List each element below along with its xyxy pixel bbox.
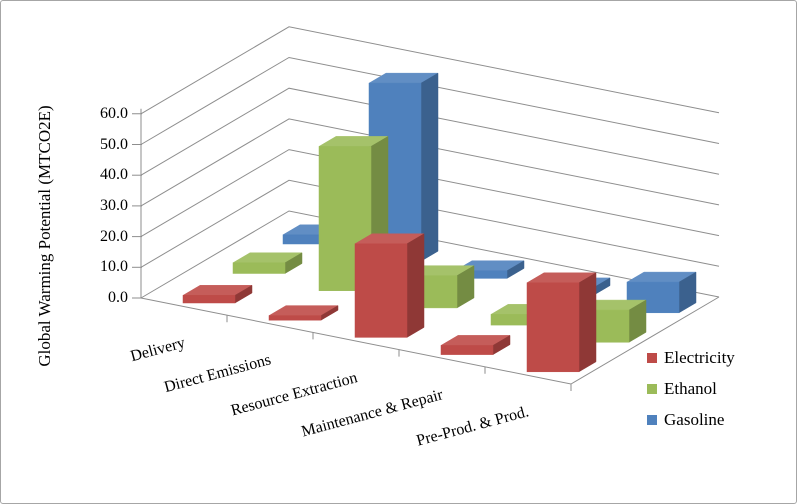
- y-axis-tick-label: 30.0: [100, 196, 128, 214]
- bar-electricity-1: [268, 305, 339, 321]
- bar-ethanol-0: [232, 252, 303, 274]
- bar-electricity-2: [354, 233, 425, 338]
- legend-label: Gasoline: [664, 410, 725, 429]
- legend-label: Electricity: [664, 348, 735, 367]
- legend-item-ethanol: Ethanol: [647, 379, 735, 399]
- value-axis: [132, 108, 142, 299]
- legend-item-electricity: Electricity: [647, 348, 735, 368]
- bar-series-electricity: [182, 233, 597, 373]
- bar-electricity-3: [440, 334, 511, 356]
- y-axis-tick-label: 10.0: [100, 258, 128, 276]
- bar-series-ethanol: [232, 135, 647, 343]
- y-axis-title: Global Warming Potential (MTCO2E): [35, 105, 54, 367]
- legend: Electricity Ethanol Gasoline: [647, 348, 735, 441]
- y-axis-tick-label: 40.0: [100, 166, 128, 184]
- bar-electricity-0: [182, 284, 253, 304]
- y-axis-tick-label: 50.0: [100, 135, 128, 153]
- gridlines: [140, 26, 720, 268]
- legend-label: Ethanol: [664, 379, 717, 398]
- legend-swatch-electricity: [647, 353, 657, 363]
- y-axis-tick-label: 20.0: [100, 227, 128, 245]
- legend-swatch-ethanol: [647, 384, 657, 394]
- y-axis-tick-label: 0.0: [108, 289, 128, 306]
- legend-swatch-gasoline: [647, 415, 657, 425]
- legend-item-gasoline: Gasoline: [647, 410, 735, 430]
- y-axis-tick-label: 60.0: [100, 104, 128, 122]
- bar-gasoline-4: [626, 271, 697, 314]
- bar-electricity-4: [526, 272, 597, 373]
- category-axis-ticks: [226, 315, 572, 391]
